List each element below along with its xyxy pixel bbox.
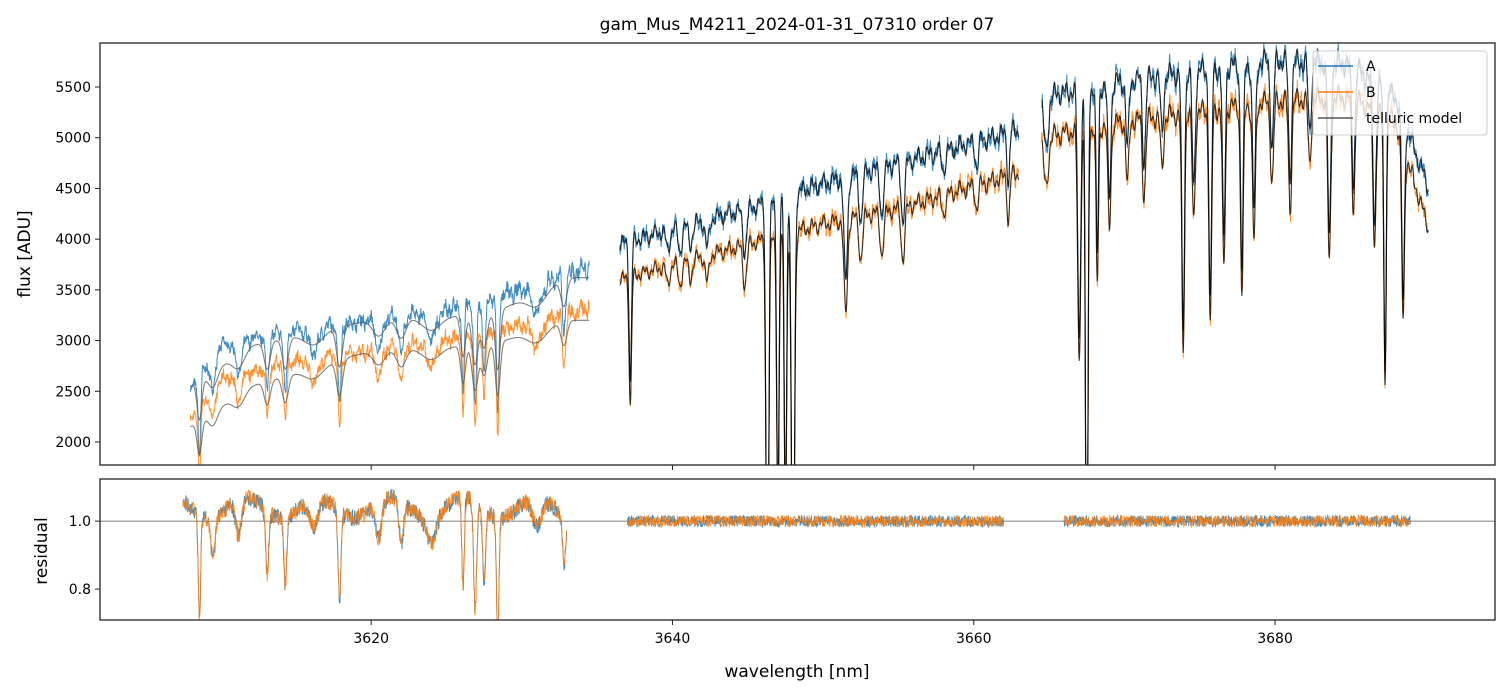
series-b-line: [189, 299, 590, 465]
legend-label-a: A: [1366, 59, 1376, 75]
residual-axes-frame: [99, 478, 1496, 621]
y-tick-label: 5000: [55, 131, 91, 147]
x-tick-label: 3680: [1257, 631, 1293, 647]
telluric-model-line: [619, 120, 1020, 465]
series-a-line: [189, 256, 590, 457]
x-tick-label: 3660: [956, 631, 992, 647]
y-tick-label: 3500: [55, 283, 91, 299]
flux-plot-area: [189, 43, 1429, 465]
chart-title: gam_Mus_M4211_2024-01-31_07310 order 07: [600, 15, 995, 35]
residual-a-line: [182, 488, 568, 620]
y-tick-label: 1.0: [69, 514, 91, 530]
axis-ticks: 2000 2500 3000 3500 4000 4500 5000 5500 0.8 1.0 36…: [55, 80, 1293, 647]
residual-b-line: [626, 514, 1004, 529]
telluric-model-line: [619, 164, 1020, 465]
flux-axes-frame: [99, 42, 1496, 466]
residual-b-line: [1063, 513, 1411, 529]
legend-label-b: B: [1366, 85, 1376, 101]
x-tick-label: 3640: [655, 631, 691, 647]
series-b-line: [619, 158, 1020, 465]
residual-plot-area: [100, 488, 1495, 620]
y-tick-label: 2500: [55, 384, 91, 400]
residual-b-line: [182, 488, 568, 620]
y-tick-label: 4000: [55, 232, 91, 248]
y-tick-label: 4500: [55, 181, 91, 197]
legend-box: [1312, 50, 1488, 136]
x-axis-label: wavelength [nm]: [724, 662, 869, 682]
telluric-model-line: [190, 277, 590, 421]
telluric-model-line: [1041, 84, 1429, 465]
legend: A B telluric model: [1312, 50, 1488, 136]
y-tick-label: 3000: [55, 334, 91, 350]
residual-y-label: residual: [32, 517, 52, 584]
x-tick-label: 3620: [353, 631, 389, 647]
flux-y-label: flux [ADU]: [15, 210, 35, 297]
series-a-line: [619, 112, 1020, 465]
legend-label-telluric-model: telluric model: [1366, 111, 1462, 127]
y-tick-label: 5500: [55, 80, 91, 96]
y-tick-label: 2000: [55, 435, 91, 451]
y-tick-label: 0.8: [69, 582, 91, 598]
telluric-model-line: [190, 319, 590, 456]
